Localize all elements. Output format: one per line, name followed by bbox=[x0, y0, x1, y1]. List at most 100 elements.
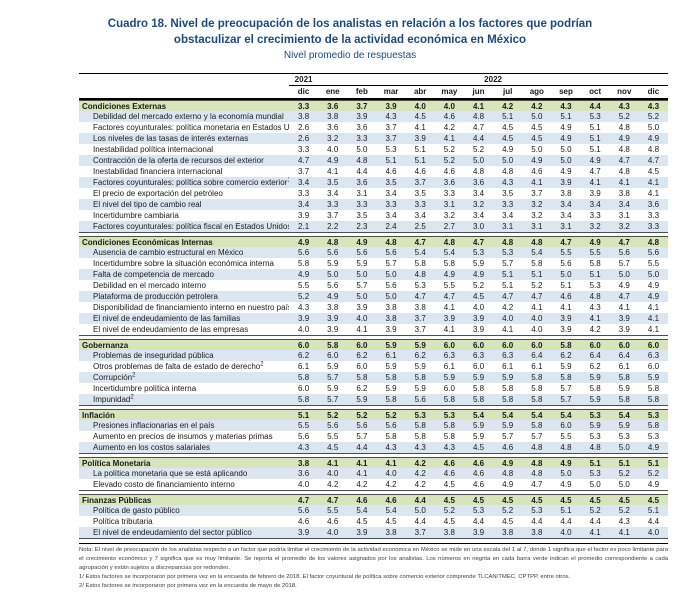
value-cell: 5.0 bbox=[502, 156, 514, 165]
row-label: Incertidumbre política interna bbox=[93, 384, 197, 393]
value-cell: 5.0 bbox=[385, 292, 397, 301]
value-cell: 4.8 bbox=[531, 458, 543, 468]
value-cell: 5.6 bbox=[618, 248, 630, 257]
row-label: Presiones inflacionarias en el país bbox=[93, 421, 215, 430]
value-cell: 3.0 bbox=[472, 222, 485, 231]
footnote-marker: 1 bbox=[287, 177, 289, 184]
value-cell: 5.2 bbox=[443, 145, 455, 154]
value-cell: 5.2 bbox=[618, 112, 630, 121]
footnote-1: 1/ Estos factores se incorporaron por pr… bbox=[79, 573, 571, 580]
value-cell: 2.5 bbox=[414, 222, 426, 231]
row-label: Incertidumbre cambiaria bbox=[93, 211, 179, 220]
section-header-row: Finanzas Públicas 4.7 4.7 4.6 4.6 4.4 4.5 4.5 4.… bbox=[79, 494, 668, 505]
value-cell: 5.8 bbox=[647, 395, 660, 404]
value-cell: 5.1 bbox=[589, 123, 601, 132]
value-cell: 5.0 bbox=[560, 270, 572, 279]
value-cell: 5.0 bbox=[327, 270, 339, 279]
month-label-5: may bbox=[441, 87, 458, 96]
value-cell: 4.3 bbox=[298, 303, 310, 312]
value-cell: 4.0 bbox=[385, 469, 397, 478]
month-label-6: jun bbox=[472, 87, 485, 96]
value-cell: 6.3 bbox=[647, 351, 660, 360]
value-cell: 4.1 bbox=[560, 303, 572, 312]
value-cell: 5.2 bbox=[472, 145, 485, 154]
value-cell: 3.9 bbox=[356, 303, 368, 312]
value-cell: 4.7 bbox=[560, 237, 572, 247]
value-cell: 3.1 bbox=[560, 222, 572, 231]
value-cell: 4.7 bbox=[298, 156, 310, 165]
value-cell: 4.5 bbox=[443, 495, 455, 505]
value-cell: 4.9 bbox=[589, 156, 601, 165]
value-cell: 3.3 bbox=[414, 200, 426, 209]
value-cell: 5.1 bbox=[647, 458, 660, 468]
value-cell: 5.8 bbox=[443, 421, 455, 430]
value-cell: 5.1 bbox=[298, 410, 310, 420]
value-cell: 4.5 bbox=[531, 134, 543, 143]
section-header-label: Gobernanza bbox=[82, 340, 129, 350]
value-cell: 4.3 bbox=[560, 101, 572, 111]
value-cell: 4.1 bbox=[356, 325, 368, 334]
value-cell: 5.1 bbox=[560, 112, 572, 121]
value-cell: 3.5 bbox=[356, 211, 368, 220]
value-cell: 5.6 bbox=[356, 421, 368, 430]
value-cell: 4.5 bbox=[531, 123, 543, 132]
value-cell: 5.1 bbox=[589, 270, 601, 279]
value-cell: 5.8 bbox=[531, 373, 543, 382]
value-cell: 5.5 bbox=[327, 432, 339, 441]
section: Finanzas Públicas 4.7 4.7 4.6 4.6 4.4 4.5 4.5 4.… bbox=[79, 494, 668, 539]
table-row: El precio de exportación del petróleo 3.3… bbox=[79, 188, 668, 199]
value-cell: 5.0 bbox=[647, 270, 660, 279]
value-cell: 4.7 bbox=[472, 237, 485, 247]
row-label: Factores coyunturales: política sobre co… bbox=[93, 177, 289, 187]
value-cell: 4.6 bbox=[356, 495, 368, 505]
value-cell: 3.7 bbox=[414, 314, 426, 323]
value-cell: 4.7 bbox=[647, 156, 660, 165]
value-cell: 5.0 bbox=[385, 270, 397, 279]
value-cell: 4.2 bbox=[385, 480, 397, 489]
concern-table: 2021 2022 dic ene feb mar abr may jun jul ago sep o… bbox=[79, 73, 668, 539]
value-cell: 5.6 bbox=[327, 421, 339, 430]
row-label: Debilidad del mercado externo y la econo… bbox=[93, 112, 284, 121]
value-cell: 4.1 bbox=[356, 469, 368, 478]
month-label-4: abr bbox=[413, 87, 427, 96]
value-cell: 5.0 bbox=[560, 156, 572, 165]
table-row: Factores coyunturales: política fiscal e… bbox=[79, 221, 668, 232]
value-cell: 5.0 bbox=[356, 270, 368, 279]
value-cell: 5.3 bbox=[531, 506, 543, 515]
value-cell: 4.8 bbox=[647, 145, 660, 154]
value-cell: 4.5 bbox=[647, 167, 660, 176]
value-cell: 4.4 bbox=[589, 101, 601, 111]
value-cell: 5.3 bbox=[502, 248, 514, 257]
row-label: Disponibilidad de financiamiento interno… bbox=[93, 303, 289, 312]
value-cell: 5.9 bbox=[472, 432, 485, 441]
value-cell: 3.9 bbox=[560, 325, 572, 334]
value-cell: 4.1 bbox=[443, 134, 455, 143]
row-label: Política tributaria bbox=[93, 517, 153, 526]
value-cell: 5.9 bbox=[414, 384, 426, 393]
value-cell: 3.4 bbox=[298, 200, 310, 209]
value-cell: 5.8 bbox=[472, 384, 485, 393]
value-cell: 4.8 bbox=[327, 237, 339, 247]
value-cell: 6.2 bbox=[414, 351, 426, 360]
value-cell: 4.4 bbox=[356, 443, 368, 452]
value-cell: 4.0 bbox=[560, 528, 572, 537]
value-cell: 4.8 bbox=[531, 237, 543, 247]
value-cell: 5.0 bbox=[356, 145, 368, 154]
value-cell: 5.5 bbox=[443, 281, 455, 290]
value-cell: 4.7 bbox=[531, 480, 543, 489]
value-cell: 3.7 bbox=[414, 528, 426, 537]
value-cell: 5.8 bbox=[414, 373, 426, 382]
value-cell: 5.1 bbox=[560, 506, 572, 515]
value-cell: 4.5 bbox=[589, 495, 601, 505]
value-cell: 4.8 bbox=[385, 237, 397, 247]
value-cell: 3.9 bbox=[327, 314, 339, 323]
value-cell: 3.6 bbox=[443, 178, 455, 187]
value-cell: 5.6 bbox=[647, 248, 660, 257]
value-cell: 5.1 bbox=[502, 112, 514, 121]
value-cell: 5.8 bbox=[531, 421, 543, 430]
value-cell: 3.9 bbox=[356, 528, 368, 537]
value-cell: 4.1 bbox=[589, 528, 601, 537]
value-cell: 4.5 bbox=[385, 517, 397, 526]
value-cell: 5.2 bbox=[647, 469, 660, 478]
section-header-row: Inflación 5.1 5.2 5.2 5.2 5.3 5.3 5.4 5.4 5.4 5.4 5… bbox=[79, 409, 668, 420]
